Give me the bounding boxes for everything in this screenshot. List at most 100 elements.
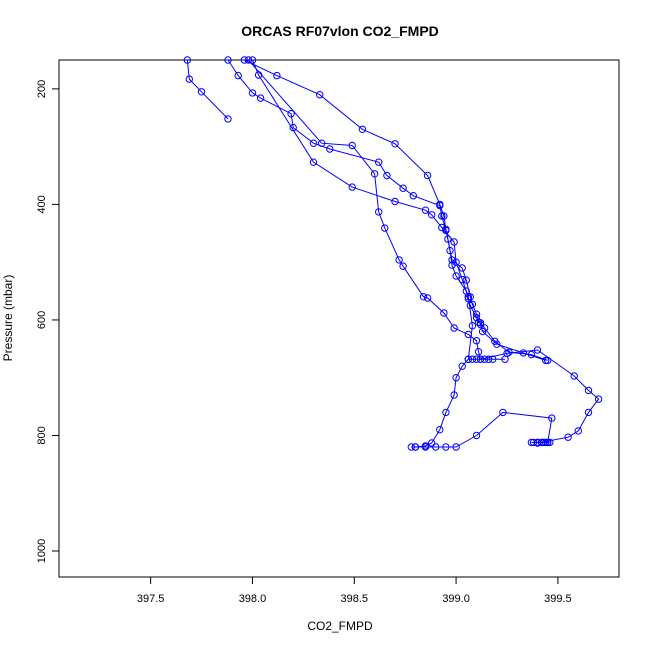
data-point	[395, 256, 403, 264]
data-point	[419, 293, 428, 301]
y-axis: 200 400 600 800 1000	[36, 80, 59, 563]
series-lines	[186, 59, 600, 448]
data-point	[244, 56, 253, 64]
data-point	[564, 433, 572, 441]
x-axis-label: CO2_FMPD	[307, 619, 373, 633]
data-point	[428, 439, 436, 447]
data-point	[287, 110, 295, 118]
data-point	[442, 408, 450, 417]
data-point	[472, 431, 481, 440]
data-point	[450, 391, 458, 399]
data-point	[423, 294, 432, 302]
data-point	[381, 224, 389, 232]
data-point	[446, 246, 454, 255]
data-point	[440, 212, 448, 220]
data-point	[438, 212, 446, 220]
data-point	[472, 337, 481, 345]
data-point	[489, 355, 497, 363]
data-point	[476, 355, 485, 363]
data-point	[478, 327, 487, 336]
data-point	[548, 414, 556, 422]
data-point	[348, 183, 356, 191]
data-point	[452, 272, 460, 280]
data-point	[183, 56, 192, 64]
data-point	[409, 192, 417, 200]
data-point	[546, 438, 554, 447]
data-point	[452, 443, 460, 451]
data-point	[464, 330, 472, 339]
series-line-1	[186, 59, 229, 120]
data-point	[442, 225, 450, 234]
data-point	[348, 141, 356, 150]
chart-title: ORCAS RF07vlon CO2_FMPD	[241, 23, 439, 39]
data-point	[442, 443, 450, 451]
data-point	[584, 386, 593, 395]
data-point	[224, 56, 232, 64]
data-point	[289, 123, 297, 132]
series-line-6	[415, 411, 553, 448]
data-point	[584, 408, 593, 417]
data-point	[452, 258, 460, 266]
x-tick-label: 398.5	[341, 593, 369, 605]
data-point	[570, 372, 578, 380]
data-point	[458, 362, 466, 370]
data-point	[472, 313, 481, 322]
y-tick-label: 1000	[36, 539, 48, 563]
data-point	[309, 158, 318, 166]
data-point	[436, 200, 444, 209]
y-tick-label: 400	[36, 195, 48, 213]
data-point	[428, 211, 436, 219]
data-point	[574, 427, 582, 435]
data-point	[466, 293, 474, 301]
data-point	[358, 125, 367, 134]
data-point	[273, 71, 281, 80]
data-point	[472, 310, 481, 318]
data-point	[240, 56, 249, 64]
data-point	[452, 374, 460, 382]
data-point	[391, 197, 399, 206]
data-point	[375, 158, 383, 166]
data-point	[375, 208, 383, 216]
data-point	[450, 324, 458, 332]
data-point	[544, 438, 552, 447]
y-tick-label: 800	[36, 426, 48, 444]
series-line-5	[252, 59, 473, 448]
data-point	[436, 426, 444, 434]
data-point	[533, 346, 542, 354]
data-point	[476, 320, 485, 329]
data-point	[421, 206, 430, 214]
data-point	[421, 443, 430, 451]
data-point	[383, 171, 391, 180]
data-point	[468, 322, 477, 330]
data-point	[318, 139, 326, 147]
y-tick-label: 600	[36, 311, 48, 329]
data-point	[423, 171, 432, 180]
data-point	[234, 71, 242, 80]
series-line-4	[248, 59, 600, 444]
data-point	[464, 355, 472, 363]
series-points	[183, 56, 603, 451]
data-point	[248, 89, 257, 97]
data-point	[370, 170, 379, 178]
data-point	[440, 309, 448, 317]
data-point	[432, 443, 440, 451]
data-point	[468, 300, 477, 308]
x-tick-label: 398.0	[239, 593, 267, 605]
data-point	[519, 349, 527, 357]
data-point	[185, 75, 194, 83]
data-point	[472, 355, 481, 363]
data-point	[462, 276, 470, 284]
data-point	[499, 408, 507, 417]
data-point	[407, 443, 415, 451]
data-point	[399, 184, 407, 192]
series-line-3	[244, 59, 546, 361]
data-point	[450, 238, 458, 246]
plot-area	[183, 56, 603, 451]
data-point	[391, 140, 399, 148]
data-point	[529, 438, 538, 447]
y-tick-label: 200	[36, 80, 48, 98]
plot-frame	[58, 59, 620, 578]
data-point	[468, 355, 477, 363]
data-point	[480, 355, 489, 363]
